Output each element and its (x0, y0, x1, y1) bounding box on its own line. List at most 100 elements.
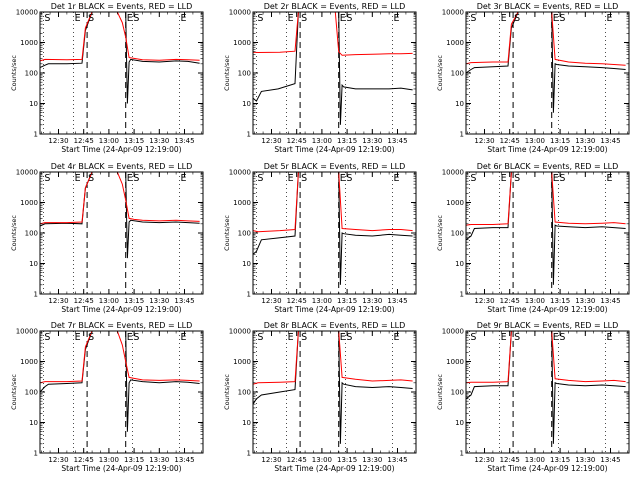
x-tick-label: 13:00 (99, 456, 119, 464)
marker-label: S (133, 332, 139, 343)
x-axis-label: Start Time (24-Apr-09 12:19:00) (61, 305, 181, 314)
marker-label: S (470, 173, 476, 184)
marker-label: E (127, 173, 133, 184)
y-tick-label: 1 (34, 450, 38, 458)
x-tick-label: 12:45 (74, 137, 94, 145)
y-tick-label: 10000 (442, 169, 464, 177)
x-tick-label: 13:15 (124, 137, 144, 145)
marker-label: E (127, 332, 133, 343)
y-axis-label: Counts/sec (223, 215, 231, 251)
x-tick-label: 13:30 (362, 456, 382, 464)
y-tick-label: 100 (451, 230, 464, 238)
x-tick-label: 13:15 (337, 137, 357, 145)
marker-label: S (133, 13, 139, 24)
y-axis-label: Counts/sec (223, 55, 231, 91)
x-tick-label: 13:00 (312, 297, 332, 305)
y-tick-label: 100 (238, 230, 251, 238)
marker-label: S (257, 13, 263, 24)
x-tick-label: 13:45 (387, 456, 407, 464)
lld-series-line (39, 330, 200, 384)
events-series-line (465, 330, 626, 444)
marker-label: E (607, 13, 613, 24)
panel-title: Det 6r BLACK = Events, RED = LLD (477, 162, 619, 171)
lld-series-line (465, 330, 626, 384)
y-tick-label: 1 (247, 131, 251, 139)
x-tick-label: 13:45 (387, 297, 407, 305)
marker-label: S (514, 332, 520, 343)
plot-frame (465, 11, 630, 135)
marker-label: S (88, 13, 94, 24)
x-tick-label: 12:30 (48, 297, 68, 305)
marker-label: S (257, 332, 263, 343)
marker-label: E (607, 332, 613, 343)
marker-label: S (88, 173, 94, 184)
y-axis-label: Counts/sec (10, 215, 18, 251)
y-tick-label: 1 (247, 450, 251, 458)
marker-label: S (301, 332, 307, 343)
events-series-line (252, 11, 413, 125)
plot-frame (39, 330, 204, 454)
marker-label: E (553, 332, 559, 343)
marker-label: E (501, 332, 507, 343)
y-axis-label: Counts/sec (10, 55, 18, 91)
x-tick-label: 13:15 (550, 297, 570, 305)
marker-label: E (501, 13, 507, 24)
x-tick-label: 13:00 (99, 137, 119, 145)
y-tick-label: 10 (29, 419, 38, 427)
y-tick-label: 1 (34, 131, 38, 139)
y-tick-label: 1 (247, 291, 251, 299)
y-tick-label: 10 (29, 260, 38, 268)
panel-title: Det 9r BLACK = Events, RED = LLD (477, 321, 619, 330)
x-tick-label: 13:30 (575, 297, 595, 305)
y-axis-label: Counts/sec (436, 215, 444, 251)
x-axis-label: Start Time (24-Apr-09 12:19:00) (487, 464, 607, 473)
plot-frame (39, 171, 204, 295)
panel-title: Det 2r BLACK = Events, RED = LLD (264, 2, 406, 11)
y-tick-label: 1 (460, 291, 464, 299)
y-axis-label: Counts/sec (10, 374, 18, 410)
x-tick-label: 13:15 (550, 456, 570, 464)
y-tick-label: 10 (455, 260, 464, 268)
y-tick-label: 100 (451, 70, 464, 78)
y-tick-label: 10000 (442, 328, 464, 336)
x-tick-label: 13:30 (149, 137, 169, 145)
marker-label: E (607, 173, 613, 184)
marker-label: S (514, 13, 520, 24)
plot-frame (39, 11, 204, 135)
x-tick-label: 12:30 (48, 137, 68, 145)
marker-label: E (394, 332, 400, 343)
y-tick-label: 1000 (446, 199, 464, 207)
x-tick-label: 12:45 (287, 137, 307, 145)
marker-label: E (75, 13, 81, 24)
x-tick-label: 13:45 (174, 297, 194, 305)
x-tick-label: 13:30 (362, 297, 382, 305)
y-tick-label: 1000 (20, 39, 38, 47)
x-tick-label: 12:45 (74, 297, 94, 305)
events-series-line (39, 171, 200, 259)
lld-series-line (252, 11, 413, 56)
marker-label: E (340, 173, 346, 184)
y-tick-label: 10000 (16, 169, 38, 177)
x-tick-label: 12:45 (500, 297, 520, 305)
x-axis-label: Start Time (24-Apr-09 12:19:00) (274, 305, 394, 314)
marker-label: S (257, 173, 263, 184)
marker-label: S (301, 173, 307, 184)
plot-frame (252, 171, 417, 295)
lld-series-line (39, 11, 200, 62)
plot-frame (465, 171, 630, 295)
x-axis-label: Start Time (24-Apr-09 12:19:00) (274, 464, 394, 473)
x-tick-label: 13:45 (387, 137, 407, 145)
y-tick-label: 100 (25, 230, 38, 238)
y-tick-label: 10000 (16, 328, 38, 336)
y-tick-label: 10 (29, 100, 38, 108)
lld-series-line (39, 171, 200, 225)
lld-series-line (465, 171, 626, 226)
x-axis-label: Start Time (24-Apr-09 12:19:00) (487, 305, 607, 314)
marker-label: E (181, 13, 187, 24)
marker-label: E (553, 173, 559, 184)
